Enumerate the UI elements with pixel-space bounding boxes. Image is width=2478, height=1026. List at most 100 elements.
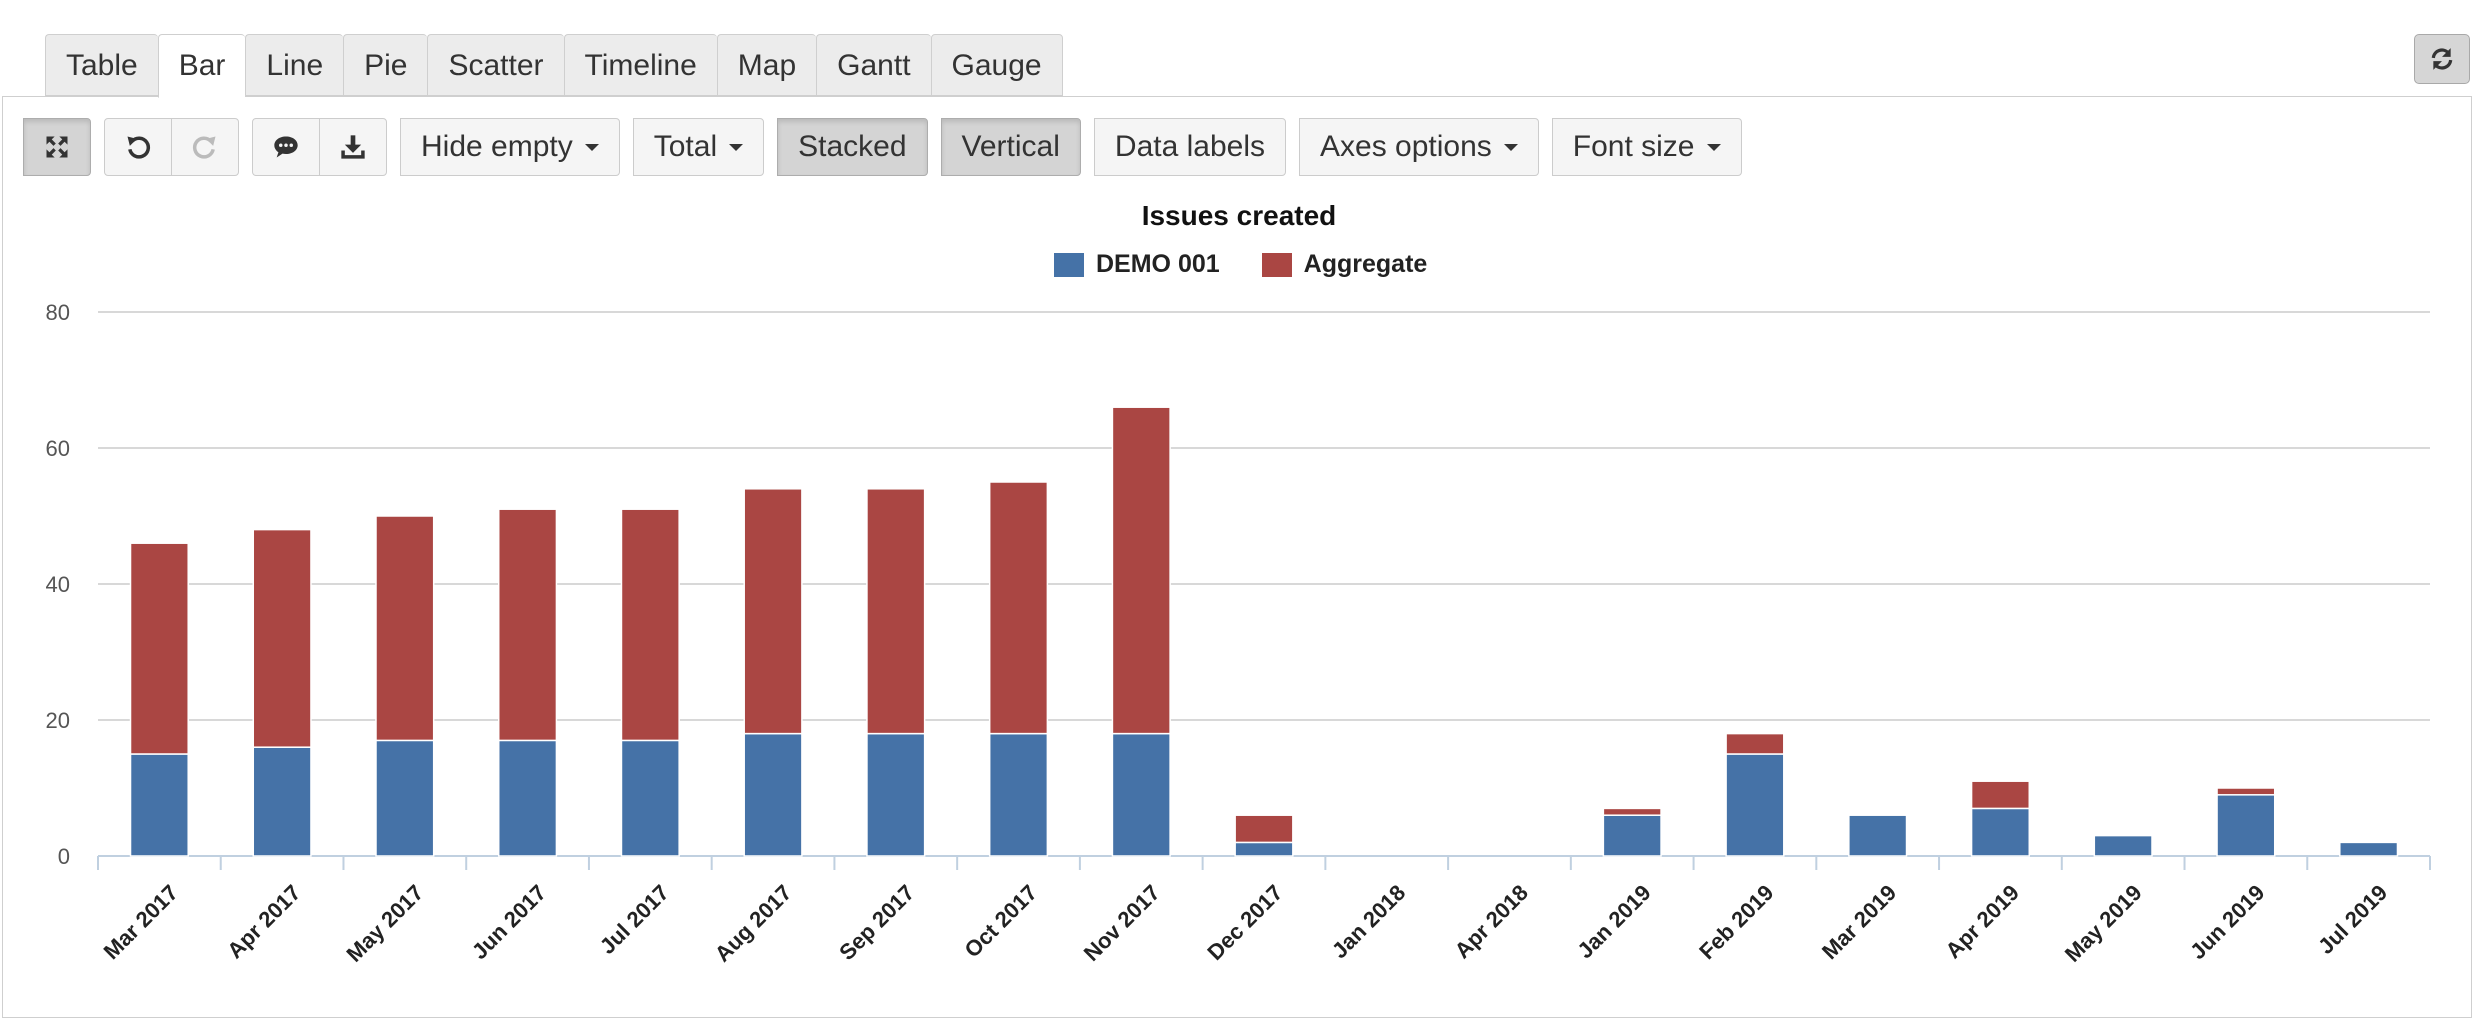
legend-item-demo[interactable]: DEMO 001 — [1054, 250, 1220, 279]
bar-aggregate — [1970, 780, 2031, 810]
tab-pie[interactable]: Pie — [343, 34, 428, 96]
undo-icon — [127, 136, 151, 159]
bar-aggregate — [743, 488, 803, 735]
caret-down-icon — [1706, 143, 1721, 151]
x-tick-label: Sep 2017 — [834, 880, 919, 965]
bar-demo-001 — [988, 732, 1049, 857]
data-labels-toggle[interactable]: Data labels — [1093, 118, 1286, 176]
x-tick-label: Jun 2019 — [2185, 880, 2269, 964]
legend-label-demo: DEMO 001 — [1096, 250, 1220, 278]
tab-line[interactable]: Line — [245, 34, 344, 96]
chart-legend: DEMO 001 Aggregate — [1054, 250, 1469, 279]
x-tick-label: Jan 2019 — [1572, 880, 1655, 963]
download-button[interactable] — [319, 118, 387, 176]
comment-icon — [274, 136, 298, 158]
bar-aggregate — [1234, 814, 1294, 844]
x-tick-label: Dec 2017 — [1202, 880, 1287, 965]
bar-demo-001 — [1848, 814, 1908, 857]
bar-aggregate — [1111, 406, 1171, 735]
refresh-icon — [2431, 48, 2453, 70]
bar-demo-001 — [1111, 732, 1171, 857]
tab-bar[interactable]: Bar — [157, 34, 246, 98]
fullscreen-button[interactable] — [23, 118, 91, 176]
x-tick-label: Apr 2017 — [222, 880, 305, 963]
undo-button[interactable] — [104, 118, 172, 176]
total-label: Total — [653, 130, 718, 163]
comment-button[interactable] — [252, 118, 320, 176]
tab-timeline[interactable]: Timeline — [563, 34, 717, 96]
bar-demo-001 — [743, 732, 803, 857]
bar-aggregate — [620, 508, 680, 742]
caret-down-icon — [729, 143, 744, 151]
y-tick-label: 60 — [46, 436, 70, 461]
x-tick-label: Apr 2019 — [1941, 880, 2024, 963]
bar-aggregate — [252, 528, 312, 748]
chart-toolbar: Hide empty Total Stacked Vertical Data l… — [23, 117, 1755, 177]
legend-item-aggregate[interactable]: Aggregate — [1261, 250, 1428, 279]
x-tick-label: Mar 2017 — [99, 880, 183, 964]
x-tick-label: Jul 2017 — [595, 880, 674, 959]
bar-demo-001 — [252, 746, 312, 857]
expand-icon — [46, 136, 68, 158]
x-tick-label: Oct 2017 — [960, 880, 1043, 963]
y-tick-label: 0 — [58, 844, 70, 869]
x-tick-label: Aug 2017 — [710, 880, 797, 967]
bar-aggregate — [1602, 807, 1662, 816]
y-tick-label: 20 — [46, 708, 70, 733]
x-tick-label: Nov 2017 — [1079, 880, 1165, 966]
stacked-toggle[interactable]: Stacked — [777, 118, 928, 176]
bar-demo-001 — [2339, 841, 2399, 857]
axes-options-label: Axes options — [1320, 130, 1492, 163]
bar-aggregate — [2216, 787, 2276, 796]
bar-aggregate — [497, 508, 558, 742]
hide-empty-dropdown[interactable]: Hide empty — [400, 118, 620, 176]
tab-scatter[interactable]: Scatter — [427, 34, 564, 96]
bar-demo-001 — [1970, 807, 2031, 857]
axes-options-dropdown[interactable]: Axes options — [1299, 118, 1539, 176]
legend-swatch-demo — [1054, 252, 1084, 277]
x-tick-label: Jun 2017 — [467, 880, 551, 964]
x-tick-label: Mar 2019 — [1817, 880, 1901, 964]
bar-aggregate — [866, 488, 926, 735]
hide-empty-label: Hide empty — [421, 130, 573, 163]
y-tick-label: 40 — [46, 572, 70, 597]
download-icon — [341, 135, 365, 159]
x-tick-label: Jan 2018 — [1327, 880, 1410, 963]
bar-demo-001 — [375, 739, 435, 857]
x-tick-label: Apr 2018 — [1450, 880, 1533, 963]
total-dropdown[interactable]: Total — [632, 118, 765, 176]
y-tick-label: 80 — [46, 300, 70, 325]
bar-aggregate — [988, 481, 1049, 735]
x-tick-label: May 2017 — [342, 880, 429, 967]
tab-gantt[interactable]: Gantt — [816, 34, 931, 96]
bar-aggregate — [1725, 732, 1785, 755]
tab-map[interactable]: Map — [716, 34, 817, 96]
vertical-toggle[interactable]: Vertical — [940, 118, 1081, 176]
redo-button[interactable] — [171, 118, 239, 176]
x-tick-label: May 2019 — [2060, 880, 2147, 967]
bar-demo-001 — [497, 739, 558, 857]
chart-type-tabs: Table Bar Line Pie Scatter Timeline Map … — [45, 34, 1063, 98]
bar-demo-001 — [2093, 834, 2153, 857]
bar-demo-001 — [866, 732, 926, 857]
font-size-dropdown[interactable]: Font size — [1551, 118, 1742, 176]
bar-aggregate — [129, 542, 189, 755]
redo-icon — [192, 136, 216, 159]
bar-demo-001 — [620, 739, 680, 857]
tab-table[interactable]: Table — [45, 34, 158, 96]
bar-demo-001 — [1725, 753, 1785, 857]
tab-gauge[interactable]: Gauge — [930, 34, 1063, 96]
font-size-label: Font size — [1572, 130, 1695, 163]
bar-aggregate — [375, 515, 435, 742]
bar-demo-001 — [1602, 814, 1662, 857]
legend-label-aggregate: Aggregate — [1303, 250, 1428, 278]
x-tick-label: Feb 2019 — [1694, 880, 1778, 964]
refresh-button[interactable] — [2414, 34, 2470, 84]
x-tick-label: Jul 2019 — [2313, 880, 2392, 959]
legend-swatch-aggregate — [1261, 252, 1292, 277]
caret-down-icon — [584, 143, 599, 151]
bar-demo-001 — [2216, 794, 2276, 857]
bar-demo-001 — [1234, 841, 1294, 857]
caret-down-icon — [1503, 143, 1518, 151]
